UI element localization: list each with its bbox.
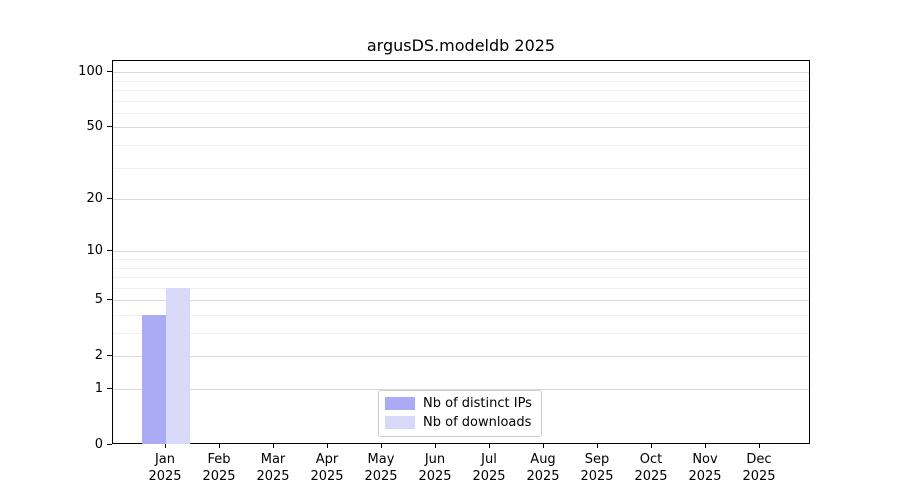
gridline-major	[113, 72, 809, 74]
y-tick-label: 1	[94, 380, 103, 396]
y-tick-label: 2	[94, 347, 103, 363]
x-tick-label-line: 2025	[148, 469, 182, 484]
chart-title: argusDS.modeldb 2025	[366, 36, 556, 55]
x-tick	[489, 444, 490, 448]
legend-swatch-downloads	[385, 416, 415, 429]
x-tick-label: Apr 2025	[300, 451, 354, 485]
x-tick-label-line: 2025	[364, 469, 398, 484]
y-tick	[107, 388, 112, 389]
x-tick-label-line: Sep	[584, 452, 610, 467]
plot-area	[112, 60, 810, 444]
x-tick-label-line: Mar	[260, 452, 286, 467]
gridline-minor	[113, 314, 809, 316]
legend-label-downloads: Nb of downloads	[423, 415, 532, 430]
x-tick-label-line: Jun	[424, 452, 446, 467]
y-tick-label: 100	[78, 63, 103, 79]
legend-item-distinct-ips: Nb of distinct IPs	[385, 396, 532, 411]
y-tick	[107, 250, 112, 252]
x-tick-label: May 2025	[354, 451, 408, 485]
bar-nb-of-downloads-jan	[166, 287, 190, 444]
x-tick-label: Aug 2025	[516, 451, 570, 485]
x-tick	[705, 444, 706, 448]
x-tick	[165, 444, 166, 448]
x-tick	[597, 444, 598, 448]
x-tick-label: Jul 2025	[462, 451, 516, 485]
x-tick-label-line: 2025	[634, 469, 668, 484]
gridline-major	[113, 251, 809, 253]
gridline-major	[113, 389, 809, 390]
gridline-minor	[113, 112, 809, 114]
legend-swatch-distinct-ips	[385, 397, 415, 410]
y-tick	[107, 71, 112, 73]
x-tick	[219, 444, 220, 448]
y-tick-label: 10	[86, 242, 103, 258]
y-tick-label: 50	[86, 118, 103, 134]
x-tick	[435, 444, 436, 448]
gridline-major	[113, 199, 809, 201]
x-tick-label-line: Feb	[207, 452, 231, 467]
gridline-minor	[113, 333, 809, 334]
y-tick	[107, 444, 112, 445]
x-tick-label-line: 2025	[688, 469, 722, 484]
x-tick	[759, 444, 760, 448]
gridline-major	[113, 127, 809, 129]
x-tick-label-line: 2025	[526, 469, 560, 484]
y-tick	[107, 299, 112, 301]
x-tick-label: Nov 2025	[678, 451, 732, 485]
bar-nb-of-distinct-ips-jan	[142, 314, 166, 444]
x-tick	[543, 444, 544, 448]
x-tick	[381, 444, 382, 448]
y-tick	[107, 355, 112, 357]
gridline-minor	[113, 167, 809, 169]
x-tick-label-line: Oct	[639, 452, 663, 467]
x-tick	[651, 444, 652, 448]
x-tick-label: Jan 2025	[138, 451, 192, 485]
x-tick-label-line: Apr	[315, 452, 339, 467]
y-tick-label: 0	[94, 436, 103, 452]
x-tick-label-line: Jul	[481, 452, 497, 467]
y-tick	[107, 126, 112, 128]
x-tick-label-line: 2025	[202, 469, 236, 484]
gridline-minor	[113, 145, 809, 146]
x-tick-label: Oct 2025	[624, 451, 678, 485]
gridline-minor	[113, 287, 809, 289]
legend: Nb of distinct IPs Nb of downloads	[378, 390, 542, 437]
x-tick-label: Sep 2025	[570, 451, 624, 485]
x-tick-label: Jun 2025	[408, 451, 462, 485]
gridline-minor	[113, 267, 809, 269]
x-tick-label-line: 2025	[310, 469, 344, 484]
gridline-minor	[113, 277, 809, 279]
y-tick-label: 20	[86, 190, 103, 206]
x-tick-label-line: 2025	[472, 469, 506, 484]
x-tick-label: Dec 2025	[732, 451, 786, 485]
gridline-major	[113, 300, 809, 302]
x-tick-label-line: 2025	[256, 469, 290, 484]
x-tick	[273, 444, 274, 448]
gridline-minor	[113, 100, 809, 102]
y-tick	[107, 198, 112, 200]
x-tick-label-line: 2025	[742, 469, 776, 484]
x-tick	[327, 444, 328, 448]
gridline-minor	[113, 258, 809, 260]
x-tick-label-line: 2025	[580, 469, 614, 484]
x-tick-label-line: 2025	[418, 469, 452, 484]
x-tick-label: Feb 2025	[192, 451, 246, 485]
legend-label-distinct-ips: Nb of distinct IPs	[423, 396, 532, 411]
x-tick-label-line: Dec	[746, 452, 772, 467]
gridline-major	[113, 356, 809, 358]
legend-item-downloads: Nb of downloads	[385, 415, 532, 430]
x-tick-label-line: Nov	[692, 452, 718, 467]
gridline-minor	[113, 80, 809, 82]
x-tick-label-line: May	[367, 452, 395, 467]
x-tick-label-line: Jan	[154, 452, 176, 467]
x-tick-label-line: Aug	[530, 452, 556, 467]
y-tick-label: 5	[94, 291, 103, 307]
gridline-minor	[113, 90, 809, 91]
x-tick-label: Mar 2025	[246, 451, 300, 485]
